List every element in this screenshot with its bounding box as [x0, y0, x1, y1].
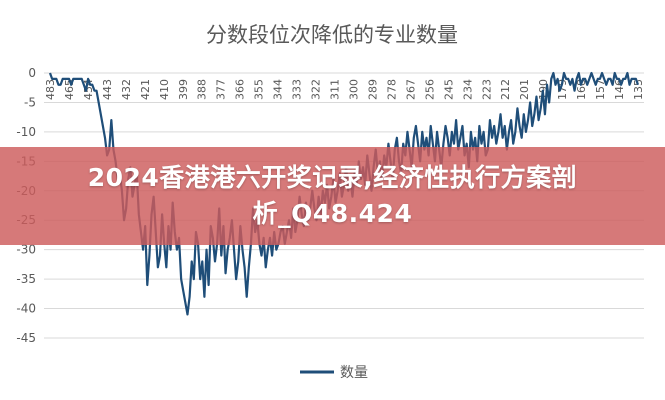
x-tick-label: 168: [575, 79, 588, 100]
overlay-banner: [0, 147, 665, 245]
x-tick-label: 135: [632, 79, 645, 100]
x-tick-label: 157: [594, 79, 607, 100]
x-tick-label: 410: [158, 79, 171, 100]
x-tick-label: 300: [347, 79, 360, 100]
y-tick-label: -45: [16, 331, 36, 345]
x-tick-label: 311: [329, 79, 342, 100]
y-tick-label: 0: [28, 66, 36, 80]
x-tick-label: 267: [404, 79, 417, 100]
x-tick-label: 245: [442, 79, 455, 100]
x-tick-label: 278: [385, 79, 398, 100]
x-tick-label: 146: [613, 79, 626, 100]
x-tick-label: 483: [44, 79, 57, 100]
x-tick-label: 399: [177, 79, 190, 100]
x-tick-label: 223: [480, 79, 493, 100]
x-tick-label: 201: [518, 79, 531, 100]
x-axis-ticks: 483 465 454 443 432 421 410 399 388 377 366 355 344 3…: [44, 79, 645, 100]
y-tick-label: -10: [16, 125, 36, 139]
x-tick-label: 289: [366, 79, 379, 100]
legend: 数量: [300, 365, 368, 381]
x-tick-label: 366: [234, 79, 247, 100]
y-tick-label: -5: [24, 95, 36, 109]
x-tick-label: 443: [101, 79, 114, 100]
x-tick-label: 465: [63, 79, 76, 100]
chart-title: 分数段位次降低的专业数量: [206, 23, 458, 47]
overlay-title-line2: 析_Q48.424: [252, 199, 413, 228]
x-tick-label: 212: [499, 79, 512, 100]
x-tick-label: 388: [196, 79, 209, 100]
y-tick-label: -35: [16, 272, 36, 286]
x-tick-label: 234: [461, 79, 474, 100]
x-tick-label: 421: [139, 79, 152, 100]
legend-label: 数量: [340, 365, 368, 381]
x-tick-label: 333: [291, 79, 304, 100]
y-tick-label: -30: [16, 243, 36, 257]
x-tick-label: 344: [272, 79, 285, 100]
x-tick-label: 432: [120, 79, 133, 100]
x-tick-label: 256: [423, 79, 436, 100]
y-tick-label: -40: [16, 302, 36, 316]
x-tick-label: 377: [215, 79, 228, 100]
overlay-title-line1: 2024香港港六开奖记录,经济性执行方案剖: [87, 163, 578, 192]
x-tick-label: 355: [253, 79, 266, 100]
x-tick-label: 322: [310, 79, 323, 100]
overlay-title: 2024香港港六开奖记录,经济性执行方案剖 析_Q48.424: [0, 160, 665, 232]
